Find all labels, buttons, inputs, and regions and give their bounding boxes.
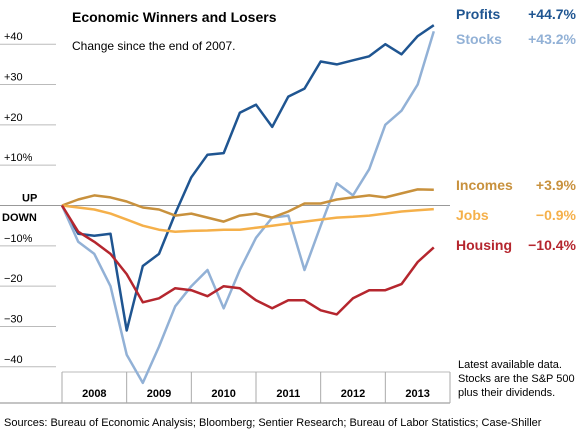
legend-label: Profits [456,6,501,22]
y-tick-label: +20 [4,112,23,124]
legend-label: Jobs [456,207,489,223]
y-tick-label: −10% [4,233,33,245]
series-line [60,30,435,385]
y-tick-label: +10% [4,152,33,164]
note: Latest available data. [458,359,562,371]
value-label: +44.7% [528,6,576,22]
value-label: +43.2% [528,31,576,47]
y-tick-label: +30 [4,72,23,84]
x-tick-label: 2013 [405,388,429,400]
chart-title: Economic Winners and Losers [72,9,277,25]
x-tick-label: 2010 [211,388,235,400]
x-tick-label: 2009 [147,388,171,400]
x-tick-label: 2012 [341,388,365,400]
down-label: DOWN [2,212,37,224]
series-line [61,204,434,233]
value-label: +3.9% [536,177,577,193]
legend-label: Housing [456,237,512,253]
series-line [60,24,435,332]
y-tick-label: −30 [4,313,23,325]
series-line [60,204,435,316]
x-tick-label: 2008 [82,388,106,400]
legend-label: Incomes [456,177,513,193]
legend-label: Stocks [456,31,502,47]
note: plus their dividends. [458,387,555,399]
y-tick-label: −20 [4,273,23,285]
value-label: −10.4% [528,237,576,253]
y-tick-label: UP [22,193,37,205]
series-line [61,188,434,223]
y-tick-label: −40 [4,354,23,366]
y-tick-label: +40 [4,31,23,43]
source: Sources: Bureau of Economic Analysis; Bl… [4,417,542,429]
value-label: −0.9% [536,207,577,223]
note: Stocks are the S&P 500 [458,373,575,385]
subtitle: Change since the end of 2007. [72,39,235,53]
x-tick-label: 2011 [276,388,300,400]
